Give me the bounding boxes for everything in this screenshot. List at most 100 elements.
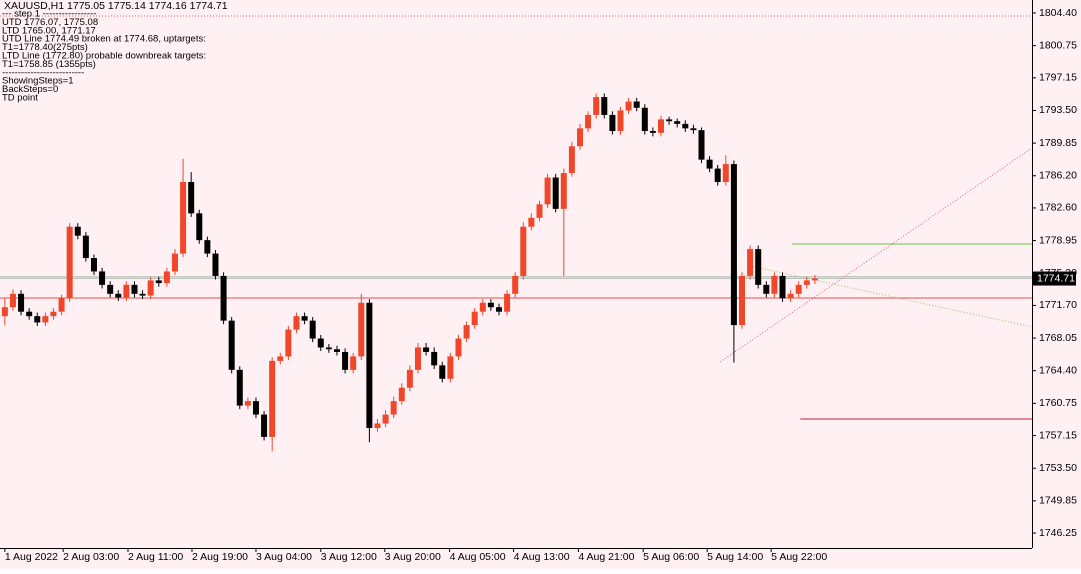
y-tick-label: 1804.40	[1039, 7, 1077, 19]
candle-body	[463, 325, 470, 339]
candle-body	[568, 146, 575, 174]
candle-body	[657, 119, 664, 133]
candle-body	[811, 278, 818, 281]
candle-body	[617, 110, 624, 132]
candle-body	[633, 101, 640, 108]
candle-body	[293, 316, 300, 330]
candle-body	[123, 284, 130, 298]
candle-body	[325, 347, 332, 350]
candle-body	[455, 338, 462, 357]
x-tick-label: 3 Aug 20:00	[385, 551, 441, 563]
candle-body	[261, 414, 268, 437]
annotation: T1=1758.85 (1355pts)	[2, 59, 96, 70]
candle-body	[107, 284, 114, 294]
candle-body	[382, 414, 389, 424]
candle-body	[560, 173, 567, 209]
x-tick-label: 4 Aug 05:00	[450, 551, 506, 563]
candle-body	[390, 401, 397, 415]
annotation: --- step 1 -----------------	[2, 9, 96, 20]
candle-body	[747, 249, 754, 276]
candle-body	[423, 347, 430, 352]
annotation: ShowingSteps=1	[2, 76, 74, 87]
y-tick-label: 1753.50	[1039, 462, 1077, 474]
candle-body	[730, 164, 737, 326]
candle-body	[447, 356, 454, 379]
candle-body	[520, 226, 527, 276]
candle-body	[374, 423, 381, 428]
candle-body	[139, 293, 146, 296]
x-tick-label: 2 Aug 11:00	[128, 551, 183, 563]
price-tag-label: 1774.71	[1037, 272, 1075, 284]
y-tick-label: 1778.95	[1039, 234, 1077, 246]
annotation: --------------------------	[2, 67, 84, 78]
candle-body	[487, 302, 494, 308]
x-tick-label: 1 Aug 2022	[5, 551, 58, 563]
candle-body	[131, 284, 138, 294]
candle-body	[171, 253, 178, 272]
candle-body	[301, 316, 308, 321]
candle-body	[406, 369, 413, 388]
candle-body	[512, 275, 519, 294]
plot-area	[0, 15, 1033, 452]
y-tick-label: 1789.85	[1039, 137, 1077, 149]
candle-body	[739, 275, 746, 326]
candle-body	[252, 401, 259, 415]
y-tick-label: 1800.75	[1039, 39, 1077, 51]
candle-body	[204, 240, 211, 254]
candle-body	[26, 311, 33, 317]
candle-body	[714, 168, 721, 183]
y-tick-label: 1768.05	[1039, 332, 1077, 344]
candle-body	[471, 311, 478, 326]
candle-body	[722, 164, 729, 183]
candle-body	[1, 307, 8, 317]
x-tick-label: 4 Aug 21:00	[578, 551, 634, 563]
candle-body	[196, 213, 203, 241]
chart-title: XAUUSD,H1 1775.05 1775.14 1774.16 1774.7…	[4, 0, 228, 12]
candle-body	[309, 320, 316, 339]
trend-line	[719, 147, 1033, 363]
candle-body	[698, 130, 705, 160]
candle-body	[795, 284, 802, 294]
candle-body	[755, 249, 762, 285]
y-tick-label: 1760.75	[1039, 397, 1077, 409]
x-tick-label: 2 Aug 19:00	[192, 551, 248, 563]
candle-body	[9, 293, 16, 308]
annotation: UTD 1776.07, 1775.08	[2, 17, 98, 28]
candle-body	[585, 114, 592, 129]
candle-body	[58, 298, 65, 312]
annotation: BackSteps=0	[2, 84, 58, 95]
candle-body	[552, 177, 559, 209]
y-tick-label: 1793.50	[1039, 104, 1077, 116]
y-tick-label: 1771.70	[1039, 299, 1077, 311]
candle-body	[439, 365, 446, 379]
price-tag	[1032, 271, 1076, 286]
y-tick-label: 1746.25	[1039, 527, 1077, 539]
candle-body	[431, 351, 438, 366]
candle-body	[285, 329, 292, 357]
candle-body	[317, 338, 324, 348]
candle-body	[180, 182, 187, 254]
annotation: T1=1778.40(275pts)	[2, 42, 88, 53]
candle-body	[593, 97, 600, 115]
candle-body	[82, 235, 89, 259]
x-tick-label: 5 Aug 06:00	[643, 551, 699, 563]
y-tick-label: 1797.15	[1039, 72, 1077, 84]
candle-body	[601, 97, 608, 115]
candle-body	[74, 226, 81, 236]
annotation: TD point	[2, 93, 38, 104]
candle-body	[528, 217, 535, 227]
x-tick-label: 4 Aug 13:00	[514, 551, 570, 563]
candle-body	[398, 387, 405, 402]
candle-body	[763, 284, 770, 294]
candle-body	[220, 275, 227, 321]
candle-body	[576, 128, 583, 147]
candle-body	[163, 271, 170, 284]
candle-body	[99, 271, 106, 285]
x-tick-label: 3 Aug 12:00	[321, 551, 377, 563]
candle-body	[504, 293, 511, 312]
y-tick-label: 1782.60	[1039, 202, 1077, 214]
candle-body	[625, 101, 632, 111]
candle-body	[155, 280, 162, 284]
candle-body	[90, 258, 97, 272]
